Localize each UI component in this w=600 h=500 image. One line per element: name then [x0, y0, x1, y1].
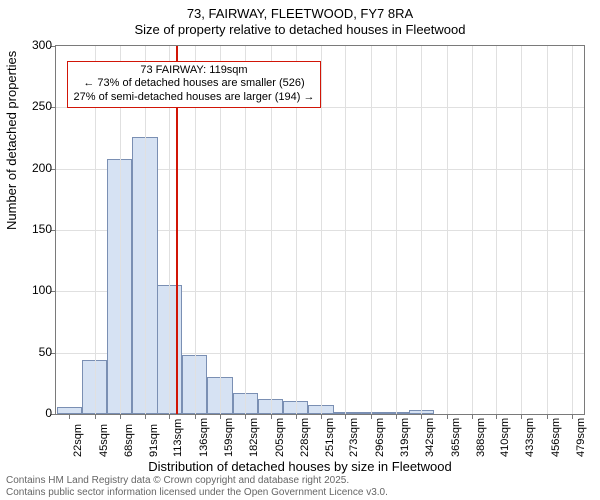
- gridline-vertical: [521, 46, 522, 414]
- footer-line1: Contains HM Land Registry data © Crown c…: [6, 475, 388, 487]
- x-tick-mark: [321, 414, 322, 419]
- y-axis-label: Number of detached properties: [4, 51, 19, 230]
- gridline-vertical: [421, 46, 422, 414]
- x-tick-mark: [271, 414, 272, 419]
- x-tick-mark: [95, 414, 96, 419]
- x-tick-mark: [120, 414, 121, 419]
- annotation-line2: ← 73% of detached houses are smaller (52…: [74, 77, 315, 91]
- gridline-vertical: [371, 46, 372, 414]
- x-tick-mark: [169, 414, 170, 419]
- x-tick-label: 273sqm: [348, 418, 360, 457]
- chart-container: 73, FAIRWAY, FLEETWOOD, FY7 8RA Size of …: [0, 0, 600, 500]
- x-tick-label: 479sqm: [575, 418, 587, 457]
- x-tick-mark: [572, 414, 573, 419]
- x-tick-label: 388sqm: [475, 418, 487, 457]
- x-tick-label: 410sqm: [499, 418, 511, 457]
- x-tick-label: 319sqm: [399, 418, 411, 457]
- x-tick-mark: [371, 414, 372, 419]
- histogram-bar: [57, 407, 82, 414]
- y-tick-label: 300: [12, 38, 52, 52]
- x-tick-label: 136sqm: [198, 418, 210, 457]
- footer-line2: Contains public sector information licen…: [6, 487, 388, 499]
- x-tick-mark: [195, 414, 196, 419]
- x-tick-label: 228sqm: [299, 418, 311, 457]
- x-tick-label: 342sqm: [424, 418, 436, 457]
- x-tick-label: 251sqm: [324, 418, 336, 457]
- annotation-line3: 27% of semi-detached houses are larger (…: [74, 91, 315, 105]
- y-tick-label: 200: [12, 161, 52, 175]
- gridline-vertical: [496, 46, 497, 414]
- gridline-vertical: [472, 46, 473, 414]
- x-tick-label: 433sqm: [524, 418, 536, 457]
- x-tick-mark: [220, 414, 221, 419]
- gridline-vertical: [547, 46, 548, 414]
- x-tick-label: 159sqm: [223, 418, 235, 457]
- x-tick-label: 113sqm: [172, 419, 184, 457]
- y-tick-label: 50: [12, 345, 52, 359]
- x-tick-mark: [547, 414, 548, 419]
- x-tick-mark: [421, 414, 422, 419]
- x-tick-label: 45sqm: [98, 424, 110, 457]
- x-tick-mark: [296, 414, 297, 419]
- gridline-vertical: [447, 46, 448, 414]
- y-tick-label: 100: [12, 283, 52, 297]
- x-tick-label: 456sqm: [550, 418, 562, 457]
- x-tick-mark: [145, 414, 146, 419]
- x-tick-label: 182sqm: [248, 418, 260, 457]
- gridline-vertical: [396, 46, 397, 414]
- annotation-line1: 73 FAIRWAY: 119sqm: [74, 64, 315, 78]
- x-tick-mark: [472, 414, 473, 419]
- x-tick-mark: [396, 414, 397, 419]
- x-tick-mark: [496, 414, 497, 419]
- x-tick-label: 22sqm: [72, 424, 84, 457]
- x-tick-label: 296sqm: [374, 418, 386, 457]
- footer-attribution: Contains HM Land Registry data © Crown c…: [6, 475, 388, 498]
- x-tick-label: 205sqm: [274, 418, 286, 457]
- chart-title-line2: Size of property relative to detached ho…: [0, 22, 600, 37]
- y-tick-label: 0: [12, 406, 52, 420]
- y-tick-label: 150: [12, 222, 52, 236]
- plot-area: 73 FAIRWAY: 119sqm← 73% of detached hous…: [55, 45, 585, 415]
- x-tick-label: 365sqm: [450, 418, 462, 457]
- x-tick-mark: [345, 414, 346, 419]
- gridline-vertical: [345, 46, 346, 414]
- x-tick-mark: [245, 414, 246, 419]
- x-tick-mark: [521, 414, 522, 419]
- x-tick-mark: [69, 414, 70, 419]
- x-tick-label: 91sqm: [148, 424, 160, 457]
- x-tick-mark: [447, 414, 448, 419]
- x-tick-label: 68sqm: [123, 424, 135, 457]
- gridline-vertical: [572, 46, 573, 414]
- chart-title-line1: 73, FAIRWAY, FLEETWOOD, FY7 8RA: [0, 6, 600, 21]
- annotation-box: 73 FAIRWAY: 119sqm← 73% of detached hous…: [67, 61, 322, 108]
- x-axis-label: Distribution of detached houses by size …: [0, 459, 600, 474]
- y-tick-label: 250: [12, 99, 52, 113]
